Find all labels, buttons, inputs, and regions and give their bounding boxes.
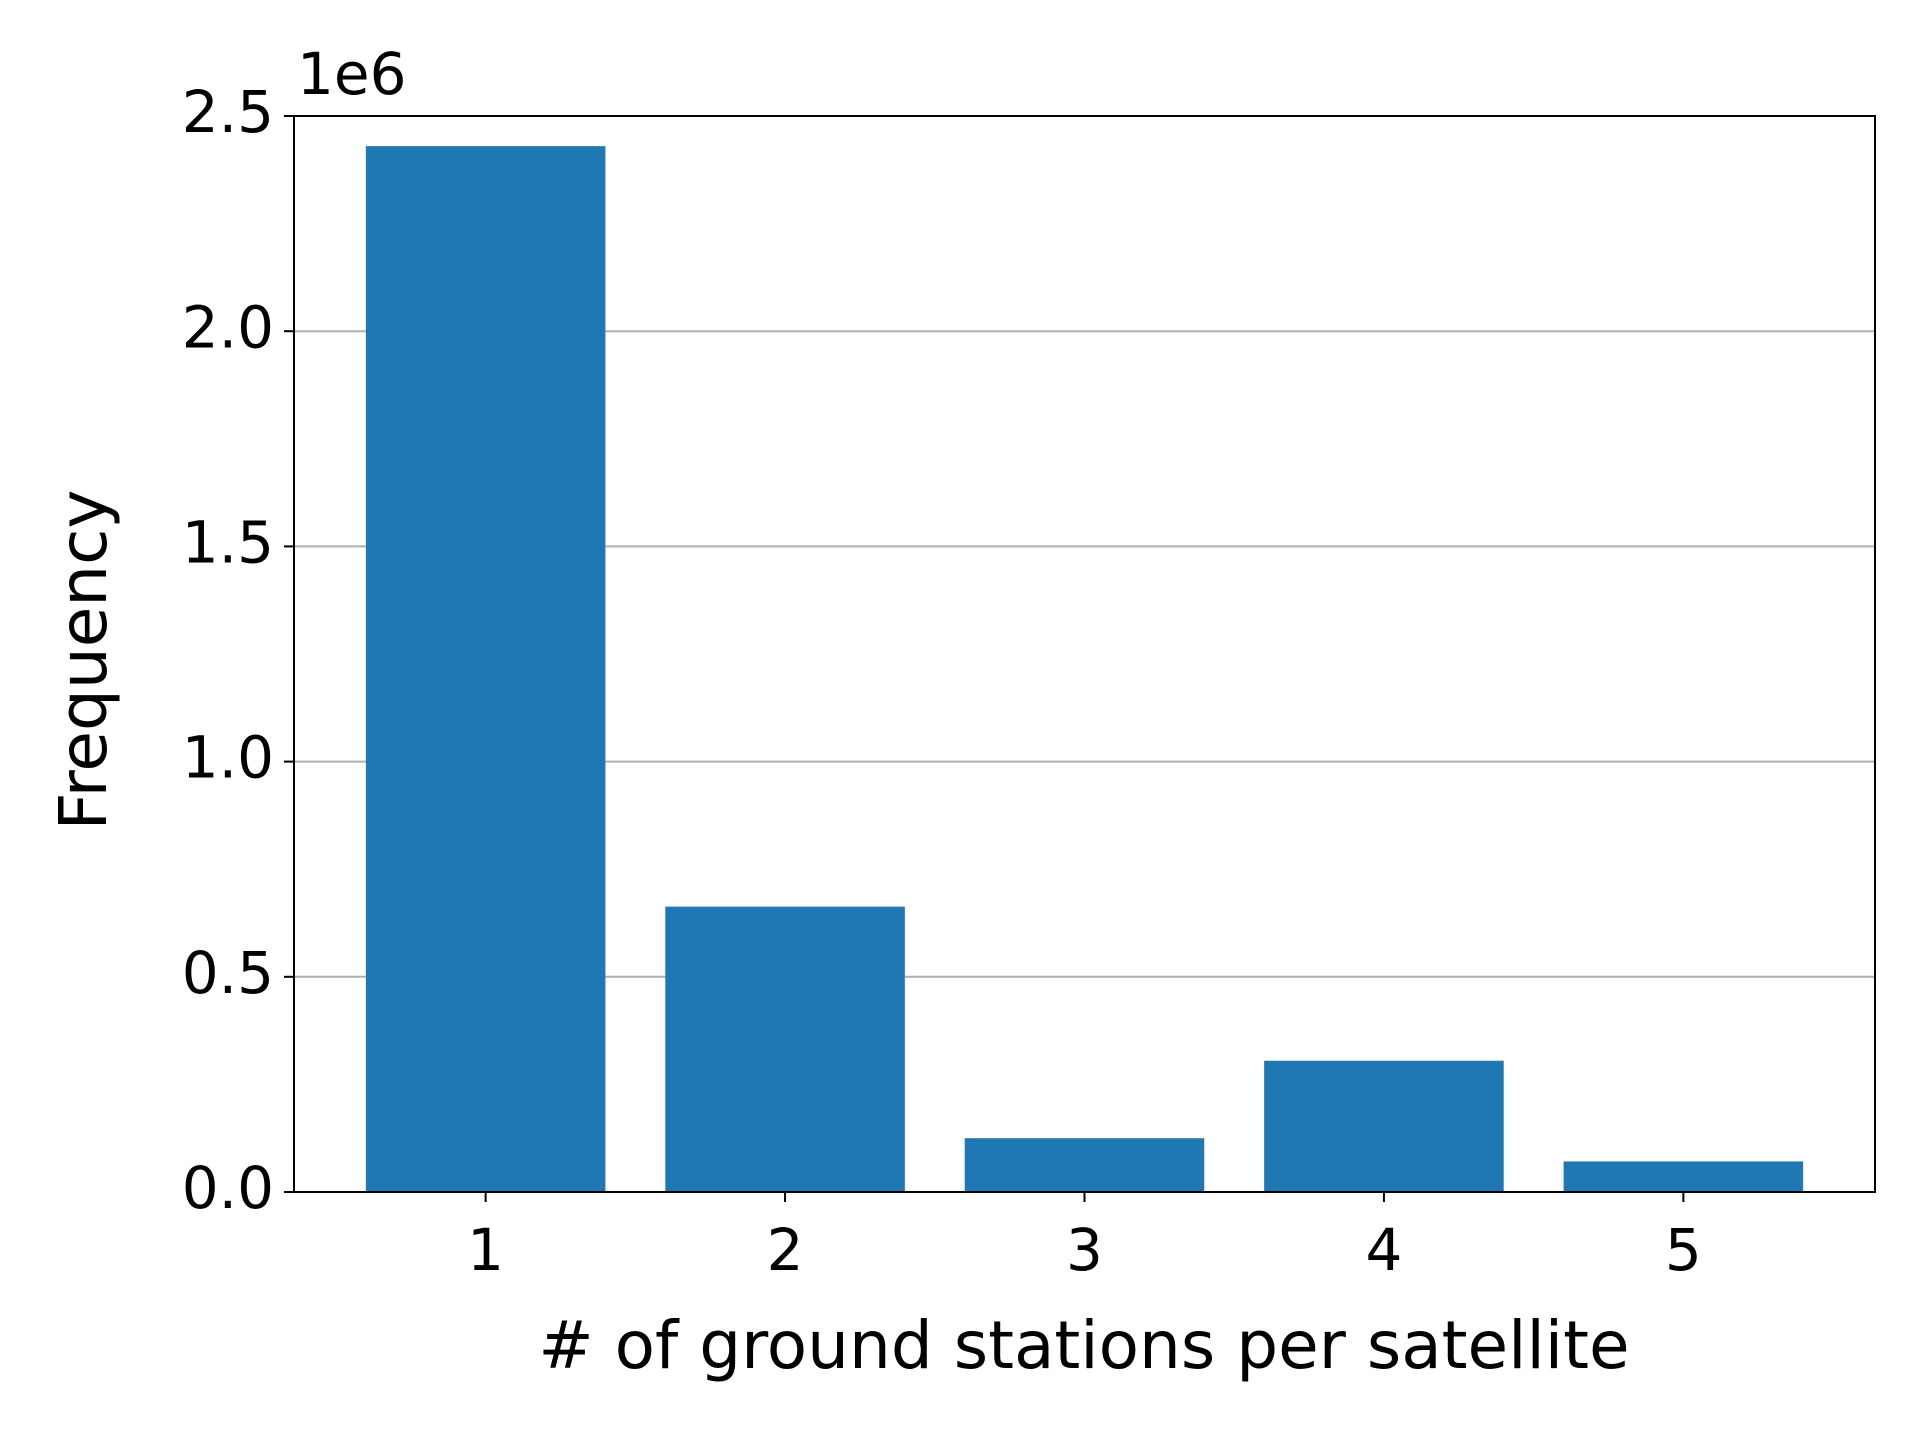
- plot-frame: [293, 115, 1876, 1193]
- bar: [964, 1138, 1205, 1192]
- y-tick-label: 0.0: [182, 1154, 274, 1222]
- bar: [1264, 1060, 1504, 1192]
- y-tick-label: 0.5: [182, 939, 274, 1007]
- x-tick-label: 3: [1066, 1216, 1103, 1284]
- bar: [665, 906, 905, 1192]
- bar: [1563, 1161, 1804, 1192]
- y-tick-label: 2.0: [182, 293, 274, 361]
- y-tick-label: 1.0: [182, 724, 274, 792]
- y-axis-label: Frequency: [45, 490, 122, 831]
- x-tick-label: 1: [467, 1216, 504, 1284]
- y-offset-label: 1e6: [297, 40, 407, 108]
- x-tick-label: 4: [1365, 1216, 1402, 1284]
- x-tick-label: 2: [767, 1216, 804, 1284]
- bar: [365, 146, 606, 1192]
- x-tick-label: 5: [1665, 1216, 1702, 1284]
- y-tick-label: 1.5: [182, 509, 274, 577]
- x-axis-label: # of ground stations per satellite: [538, 1307, 1629, 1384]
- y-tick-label: 2.5: [182, 78, 274, 146]
